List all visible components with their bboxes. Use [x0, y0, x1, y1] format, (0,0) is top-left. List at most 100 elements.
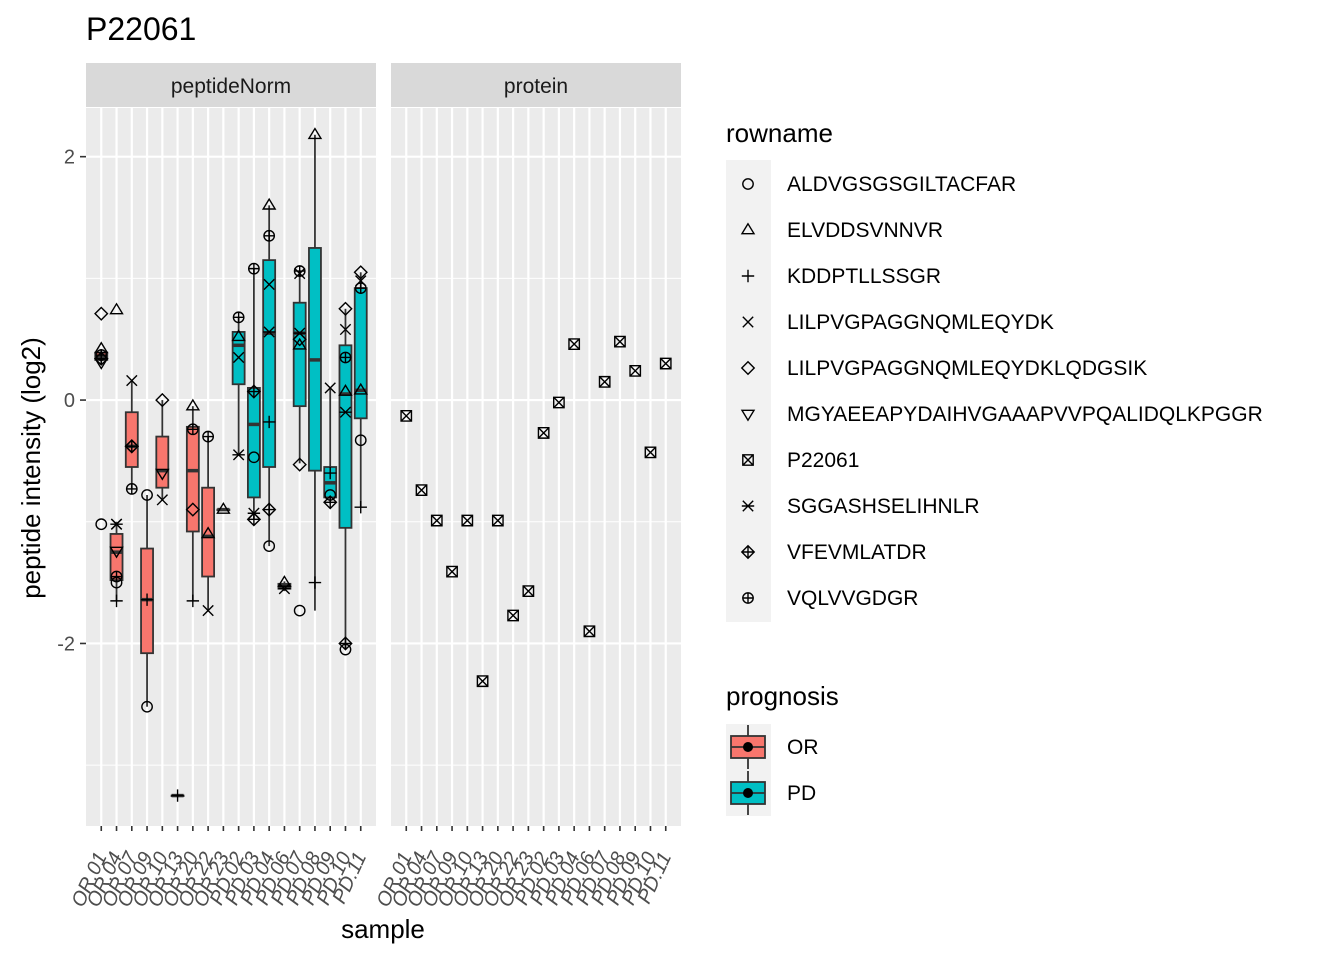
data-point	[491, 514, 504, 527]
data-point	[308, 576, 322, 589]
legend-label: ELVDDSVNNVR	[787, 219, 943, 242]
data-point	[185, 502, 201, 517]
box-OR.22	[201, 436, 216, 611]
legend-label: VQLVVGDGR	[787, 587, 918, 610]
legend-label: LILPVGPAGGNQMLEQYDKLQDGSIK	[787, 357, 1147, 380]
data-point	[568, 338, 581, 350]
data-point	[354, 282, 367, 294]
legend-key-dot	[743, 788, 753, 798]
data-point	[200, 526, 216, 539]
y-tick-label: 0	[64, 390, 75, 412]
data-point	[171, 789, 184, 802]
data-point	[155, 468, 170, 481]
box-iqr	[292, 301, 307, 408]
data-point	[232, 311, 245, 324]
data-point	[324, 466, 337, 480]
box-iqr	[338, 344, 353, 529]
data-point	[156, 494, 169, 506]
data-point	[186, 423, 199, 436]
data-point	[109, 302, 124, 315]
x-axis-title: sample	[341, 914, 425, 944]
legend-key-circle-plus	[742, 592, 754, 604]
panel-peptideNorm: peptideNorm -2 0 2	[57, 63, 376, 826]
facet-panels: peptideNorm -2 0 2 protein	[57, 63, 681, 826]
data-point	[263, 278, 275, 291]
facet-strip	[391, 63, 681, 107]
data-point	[552, 396, 565, 409]
box-iqr	[353, 287, 368, 420]
data-point	[216, 502, 231, 514]
data-point	[583, 625, 596, 638]
legend: rowname ALDVGSGSGILTACFAR ELVDDSVNNVR KDDPT…	[726, 118, 1263, 816]
data-point	[110, 570, 123, 583]
y-axis-title: peptide intensity (log2)	[16, 337, 46, 599]
legend-key-diamond-plus	[740, 544, 756, 560]
legend-label: LILPVGPAGGNQMLEQYDK	[787, 311, 1054, 334]
data-point	[109, 546, 124, 559]
facet-strip-label: peptideNorm	[171, 75, 291, 98]
data-point	[461, 514, 474, 527]
data-point	[246, 512, 262, 527]
legend-title-prognosis: prognosis	[726, 681, 839, 711]
data-point	[141, 489, 153, 501]
data-point	[354, 500, 367, 514]
data-point	[353, 265, 368, 280]
data-point	[338, 636, 353, 651]
data-point	[339, 351, 352, 364]
data-point	[522, 585, 535, 598]
data-point	[261, 197, 277, 210]
panel-protein: protein	[391, 63, 681, 826]
legend-key-prognosis	[726, 724, 771, 770]
data-point	[323, 495, 338, 510]
legend-label: P22061	[787, 449, 859, 472]
legend-key-triangle-down-open	[740, 409, 756, 422]
data-point	[263, 540, 276, 553]
x-tick-labels: OR.01OR.04OR.07OR.09OR.10OR.13OR.20OR.22…	[67, 826, 676, 911]
legend-key-prognosis	[726, 770, 771, 816]
data-point	[155, 392, 170, 408]
legend-label: PD	[787, 782, 816, 805]
data-point	[339, 406, 352, 418]
data-point	[415, 484, 428, 497]
legend-key-cross	[742, 316, 754, 328]
facet-strip	[86, 63, 376, 107]
data-point	[353, 382, 368, 395]
data-point	[354, 434, 367, 447]
legend-key-circle-open	[742, 178, 754, 190]
box-PD.04	[262, 205, 277, 547]
data-point	[292, 337, 307, 350]
data-point	[293, 265, 306, 277]
data-point	[247, 451, 260, 464]
data-point	[94, 358, 109, 370]
data-point	[338, 301, 353, 316]
data-point	[307, 127, 323, 140]
legend-key-square-cross	[742, 454, 754, 466]
data-point	[537, 427, 550, 439]
y-tick-label: 2	[64, 147, 75, 169]
box-iqr	[262, 259, 277, 468]
legend-title-rowname: rowname	[726, 118, 833, 148]
box-PD.03	[246, 268, 261, 520]
y-tick-label: -2	[57, 633, 75, 655]
data-point	[446, 565, 458, 578]
legend-key-triangle-open	[740, 222, 756, 235]
data-point	[263, 229, 276, 242]
data-point	[232, 351, 245, 364]
legend-label: SGGASHSELIHNLR	[787, 495, 980, 518]
data-point	[339, 323, 352, 336]
data-point	[507, 609, 520, 622]
legend-label: OR	[787, 736, 819, 759]
data-point	[292, 457, 307, 472]
data-point	[110, 518, 123, 530]
data-point	[95, 518, 108, 531]
data-point	[293, 267, 306, 280]
box-iqr	[246, 386, 261, 499]
data-point	[185, 398, 201, 411]
data-point	[247, 262, 260, 275]
data-point	[202, 604, 214, 617]
data-point	[125, 483, 138, 495]
data-point	[324, 382, 336, 394]
box-iqr	[201, 486, 216, 578]
legend-label: ALDVGSGSGILTACFAR	[787, 173, 1016, 196]
box-OR.20	[185, 406, 200, 601]
